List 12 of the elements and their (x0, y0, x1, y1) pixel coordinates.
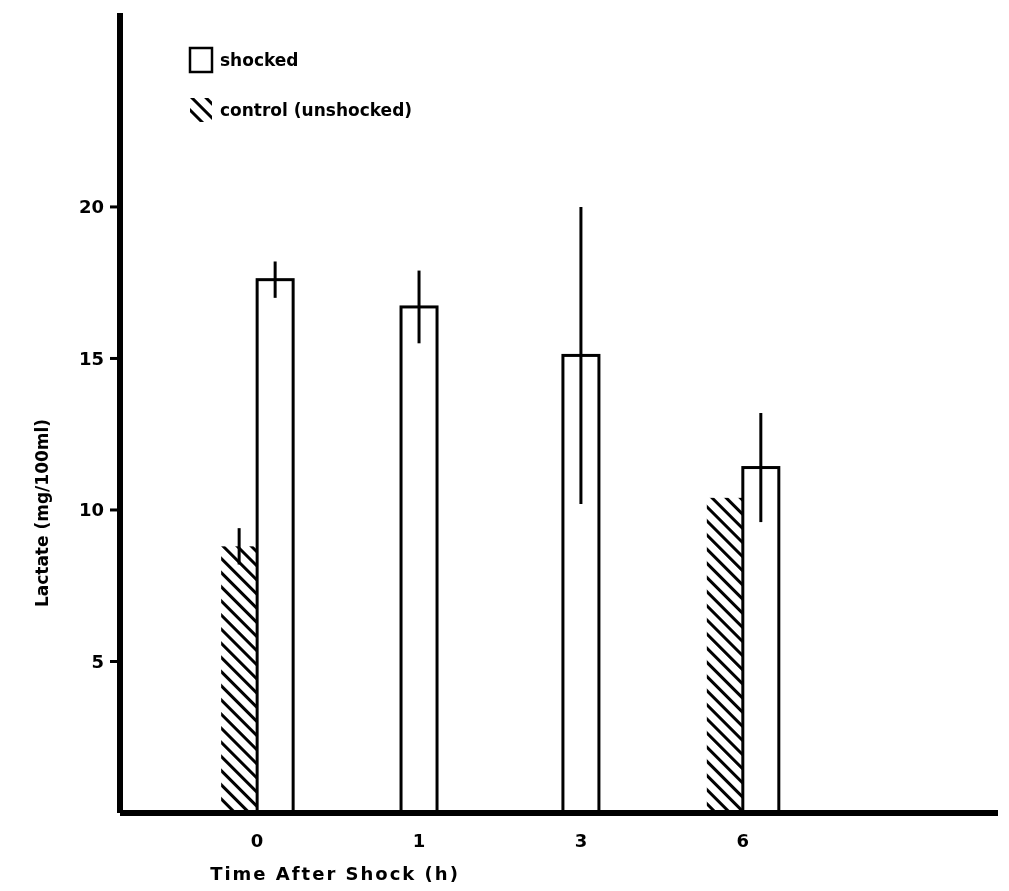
y-tick-label: 10 (78, 499, 104, 521)
x-tick-label: 3 (574, 830, 588, 851)
x-tick-label: 1 (412, 830, 426, 851)
x-tick-label: 0 (250, 830, 264, 851)
legend-label: control (unshocked) (220, 99, 413, 120)
legend-label: shocked (220, 49, 299, 70)
y-tick-label: 15 (78, 347, 104, 369)
x-axis-title: Time After Shock (h) (210, 863, 460, 884)
y-tick-label: 5 (91, 650, 104, 672)
x-tick-label: 6 (736, 830, 750, 851)
y-tick-label: 20 (78, 196, 104, 218)
y-axis-title: Lactate (mg/100ml) (32, 418, 52, 608)
